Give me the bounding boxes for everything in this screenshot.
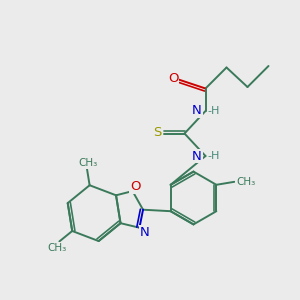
- Text: N: N: [192, 104, 202, 118]
- Text: CH₃: CH₃: [236, 177, 255, 187]
- Text: O: O: [130, 180, 141, 193]
- Text: N: N: [192, 149, 202, 163]
- Text: S: S: [153, 125, 162, 139]
- Text: -H: -H: [208, 106, 220, 116]
- Text: CH₃: CH₃: [79, 158, 98, 168]
- Text: O: O: [168, 72, 178, 86]
- Text: -H: -H: [208, 151, 220, 161]
- Text: N: N: [140, 226, 150, 239]
- Text: CH₃: CH₃: [47, 243, 67, 253]
